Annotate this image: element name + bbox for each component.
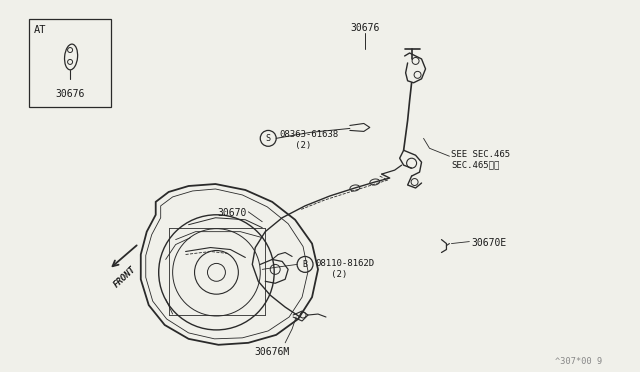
- Text: ^307*00 9: ^307*00 9: [555, 357, 602, 366]
- Text: B: B: [303, 260, 308, 269]
- Text: 30670: 30670: [217, 208, 246, 218]
- Text: 30676: 30676: [55, 89, 84, 99]
- Text: 30676M: 30676M: [255, 347, 290, 357]
- Text: SEE SEC.465
SEC.465参照: SEE SEC.465 SEC.465参照: [451, 150, 511, 170]
- Text: 08363-61638
   (2): 08363-61638 (2): [279, 131, 339, 150]
- Bar: [29, 19, 111, 107]
- Text: 30670E: 30670E: [471, 238, 507, 248]
- Text: FRONT: FRONT: [112, 264, 138, 289]
- Text: S: S: [266, 134, 271, 143]
- Text: 30676: 30676: [350, 23, 380, 33]
- Text: AT: AT: [35, 25, 47, 35]
- Text: 08110-8162D
   (2): 08110-8162D (2): [315, 259, 374, 279]
